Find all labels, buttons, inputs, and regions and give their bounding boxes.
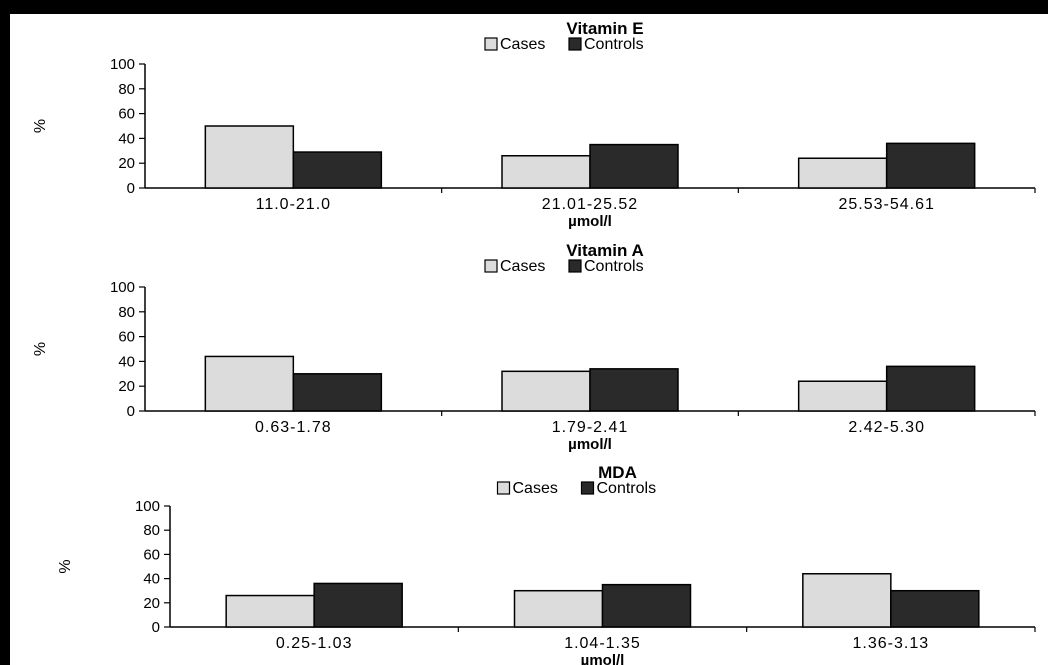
legend-label-cases: Cases bbox=[513, 480, 558, 497]
chart-legend: Cases Controls bbox=[484, 36, 644, 53]
legend-label-cases: Cases bbox=[500, 258, 545, 275]
y-axis-label: % bbox=[57, 559, 74, 573]
legend-swatch-controls bbox=[580, 481, 595, 495]
bar-cases-1 bbox=[225, 594, 315, 628]
bar-cases-3 bbox=[797, 157, 888, 189]
chart-title: Vitamin E bbox=[566, 19, 643, 38]
y-tick-label: 60 bbox=[143, 546, 160, 563]
bar-controls-3 bbox=[885, 365, 976, 412]
y-tick-label: 20 bbox=[143, 595, 160, 612]
bar-cases-1 bbox=[204, 125, 295, 189]
y-tick-label: 0 bbox=[127, 403, 135, 420]
y-tick-label: 100 bbox=[135, 498, 160, 515]
legend-swatch-controls bbox=[568, 37, 582, 51]
x-tick-label: 11.0-21.0 bbox=[256, 196, 331, 213]
bar-cases-3 bbox=[797, 380, 888, 412]
bar-cases-1 bbox=[204, 355, 295, 412]
y-tick-label: 40 bbox=[118, 353, 135, 370]
x-tick-label: 25.53-54.61 bbox=[838, 196, 934, 213]
chart-panel-1: Vitamin E Cases Controls% 0 20 40 60 80 100 11.0-… bbox=[32, 19, 1036, 230]
chart-legend: Cases Controls bbox=[484, 258, 644, 275]
legend-swatch-cases bbox=[484, 37, 498, 51]
legend-label-cases: Cases bbox=[500, 36, 545, 53]
chart-panel-2: Vitamin A Cases Controls% 0 20 40 60 80 100 0.63-… bbox=[32, 241, 1036, 453]
x-tick-label: 0.63-1.78 bbox=[255, 419, 332, 436]
bar-cases-3 bbox=[802, 573, 892, 628]
chart-panel-3: MDA Cases Controls% 0 20 40 60 80 100 0.25-1.03 1.… bbox=[57, 463, 1036, 665]
y-tick-label: 80 bbox=[118, 81, 135, 98]
chart-legend: Cases Controls bbox=[496, 480, 657, 497]
chart-title: Vitamin A bbox=[566, 241, 643, 260]
y-tick-label: 20 bbox=[118, 155, 135, 172]
legend-label-controls: Controls bbox=[584, 36, 644, 53]
y-tick-label: 80 bbox=[118, 304, 135, 321]
y-tick-label: 0 bbox=[152, 619, 160, 636]
x-tick-label: 1.04-1.35 bbox=[564, 635, 641, 652]
y-tick-label: 0 bbox=[127, 180, 135, 197]
y-tick-label: 100 bbox=[110, 279, 135, 296]
x-tick-label: 21.01-25.52 bbox=[542, 196, 638, 213]
y-tick-label: 40 bbox=[143, 571, 160, 588]
bar-controls-2 bbox=[589, 143, 679, 189]
y-tick-label: 60 bbox=[118, 329, 135, 346]
y-tick-label: 40 bbox=[118, 130, 135, 147]
x-tick-label: 0.25-1.03 bbox=[276, 635, 353, 652]
x-axis-label: µmol/l bbox=[568, 213, 612, 230]
bar-controls-1 bbox=[292, 151, 383, 189]
y-tick-label: 100 bbox=[110, 56, 135, 73]
x-tick-label: 1.79-2.41 bbox=[552, 419, 629, 436]
bar-controls-3 bbox=[890, 589, 980, 628]
bar-cases-2 bbox=[501, 155, 591, 189]
x-axis-label: µmol/l bbox=[581, 652, 625, 665]
x-axis-label: µmol/l bbox=[568, 436, 612, 453]
y-tick-label: 20 bbox=[118, 378, 135, 395]
legend-label-controls: Controls bbox=[584, 258, 644, 275]
bar-controls-2 bbox=[601, 583, 692, 628]
y-axis-label: % bbox=[32, 342, 49, 356]
x-tick-label: 1.36-3.13 bbox=[853, 635, 930, 652]
x-tick-label: 2.42-5.30 bbox=[848, 419, 925, 436]
legend-swatch-cases bbox=[484, 259, 498, 273]
chart-title: MDA bbox=[598, 463, 637, 482]
bar-cases-2 bbox=[513, 589, 604, 628]
bar-controls-1 bbox=[313, 582, 403, 628]
legend-label-controls: Controls bbox=[597, 480, 657, 497]
bar-cases-2 bbox=[501, 370, 591, 412]
y-tick-label: 60 bbox=[118, 106, 135, 123]
y-axis-label: % bbox=[32, 119, 49, 133]
bar-controls-1 bbox=[292, 373, 383, 412]
bar-controls-2 bbox=[589, 368, 679, 412]
legend-swatch-cases bbox=[496, 481, 511, 495]
bar-controls-3 bbox=[885, 142, 976, 189]
legend-swatch-controls bbox=[568, 259, 582, 273]
y-tick-label: 80 bbox=[143, 522, 160, 539]
